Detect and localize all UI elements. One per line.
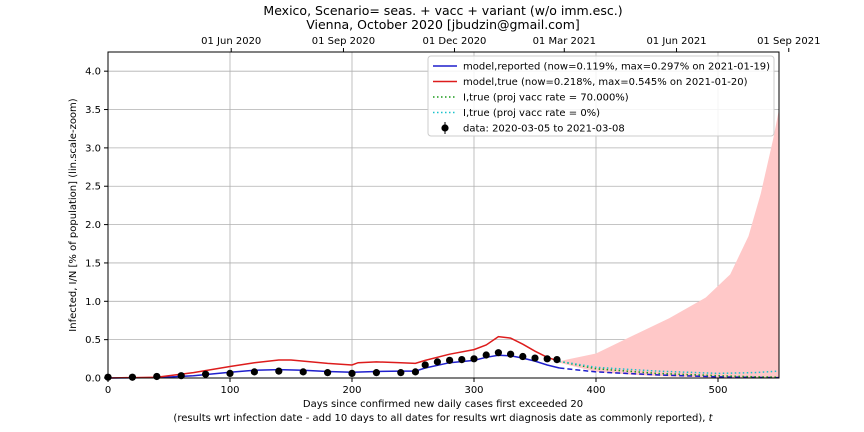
top-tick-label: 01 Jun 2021 bbox=[646, 36, 706, 47]
legend-label: I,true (proj vacc rate = 70.000%) bbox=[463, 93, 629, 104]
data-point bbox=[299, 368, 307, 376]
data-point bbox=[519, 352, 527, 361]
y-tick-label: 3.0 bbox=[85, 143, 101, 154]
top-tick-label: 01 Mar 2021 bbox=[533, 36, 596, 47]
data-point bbox=[458, 355, 466, 364]
data-point bbox=[543, 355, 551, 363]
data-point bbox=[446, 356, 454, 364]
top-tick-label: 01 Dec 2020 bbox=[423, 36, 487, 47]
x-tick-label: 200 bbox=[342, 385, 361, 396]
series-line bbox=[559, 360, 780, 375]
series-line bbox=[559, 367, 780, 379]
data-point bbox=[372, 369, 380, 377]
data-point bbox=[553, 355, 561, 364]
chart-title: Mexico, Scenario= seas. + vacc + variant… bbox=[263, 3, 622, 18]
legend-box bbox=[427, 55, 775, 137]
x-tick-label: 0 bbox=[105, 385, 111, 396]
y-tick-label: 0.5 bbox=[85, 335, 101, 346]
x-tick-label: 300 bbox=[464, 385, 483, 396]
legend: model,reported (now=0.119%, max=0.297% o… bbox=[427, 55, 775, 137]
plot-area bbox=[104, 109, 780, 381]
y-axis-label: Infected, I/N [% of population] (lin.sca… bbox=[68, 98, 79, 331]
data-point bbox=[128, 373, 136, 381]
x-axis-ticks: 0 100 200 300 400 500 bbox=[105, 378, 728, 396]
series-line bbox=[107, 354, 560, 379]
axes-frame bbox=[107, 51, 780, 379]
data-point bbox=[202, 370, 210, 378]
data-point bbox=[433, 358, 441, 366]
y-tick-label: 2.5 bbox=[85, 182, 101, 193]
top-tick-label: 01 Sep 2020 bbox=[312, 36, 375, 47]
data-point bbox=[482, 351, 490, 359]
y-tick-label: 2.0 bbox=[85, 220, 101, 231]
data-point bbox=[397, 369, 405, 377]
x-tick-label: 400 bbox=[586, 385, 605, 396]
top-tick-label: 01 Jun 2020 bbox=[201, 36, 261, 47]
x-axis-label-secondary-text: (results wrt infection date - add 10 day… bbox=[173, 413, 708, 424]
top-date-axis: 01 Jun 2020 01 Sep 2020 01 Dec 2020 01 Mar … bbox=[201, 36, 820, 52]
series-line bbox=[107, 335, 560, 379]
projection-band bbox=[559, 109, 779, 378]
data-point bbox=[411, 368, 420, 376]
data-point bbox=[275, 367, 283, 375]
legend-label: data: 2020-03-05 to 2021-03-08 bbox=[463, 124, 625, 135]
top-tick-label: 01 Sep 2021 bbox=[757, 36, 820, 47]
legend-label: model,true (now=0.218%, max=0.545% on 20… bbox=[463, 77, 748, 88]
x-axis-label-variable: t bbox=[709, 413, 714, 424]
data-point bbox=[324, 369, 332, 377]
y-tick-label: 1.0 bbox=[85, 297, 101, 308]
data-point bbox=[226, 369, 234, 377]
data-point bbox=[507, 350, 515, 358]
chart-subtitle: Vienna, October 2020 [jbudzin@gmail.com] bbox=[306, 17, 580, 32]
plot-frame bbox=[107, 51, 780, 379]
y-tick-label: 0.0 bbox=[85, 374, 101, 385]
y-tick-label: 1.5 bbox=[85, 258, 101, 269]
data-point bbox=[421, 361, 429, 369]
x-tick-label: 100 bbox=[220, 385, 239, 396]
legend-label: I,true (proj vacc rate = 0%) bbox=[463, 108, 600, 119]
data-point bbox=[470, 355, 478, 363]
legend-marker bbox=[441, 124, 449, 132]
y-tick-label: 3.5 bbox=[85, 105, 101, 116]
data-point bbox=[494, 349, 502, 357]
data-point bbox=[153, 372, 161, 381]
y-axis-ticks: 0.0 0.5 1.0 1.5 2.0 2.5 3.0 3.5 4.0 bbox=[85, 67, 108, 385]
data-point bbox=[531, 354, 539, 362]
legend-label: model,reported (now=0.119%, max=0.297% o… bbox=[463, 62, 770, 73]
x-axis-label-secondary: (results wrt infection date - add 10 day… bbox=[173, 413, 713, 424]
x-axis-label: Days since confirmed new daily cases fir… bbox=[303, 399, 583, 410]
data-point bbox=[348, 369, 356, 377]
series-line bbox=[559, 360, 780, 378]
data-point bbox=[177, 372, 185, 380]
data-point bbox=[250, 368, 258, 376]
y-tick-label: 4.0 bbox=[85, 67, 101, 78]
x-tick-label: 500 bbox=[708, 385, 727, 396]
